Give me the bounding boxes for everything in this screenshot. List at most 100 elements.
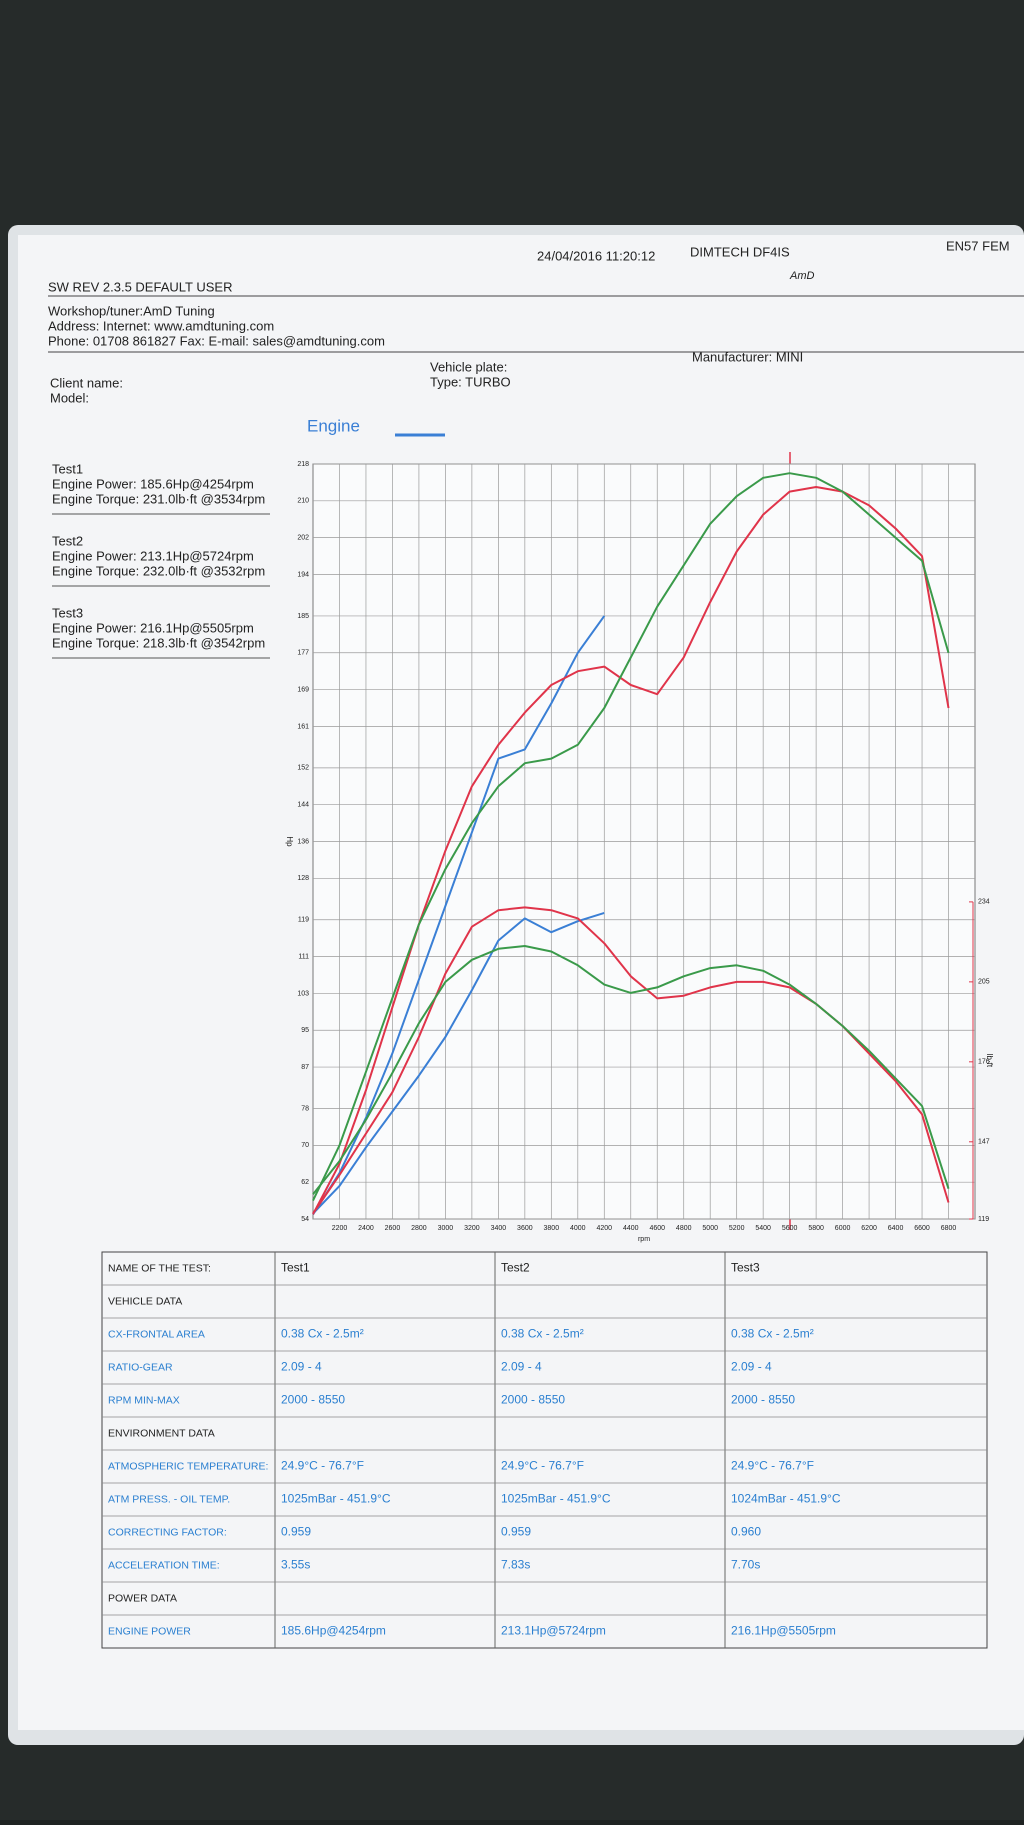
x-tick-label: 3400 xyxy=(491,1225,507,1232)
y-tick-label: 152 xyxy=(297,765,309,772)
table-label: ATMOSPHERIC TEMPERATURE: xyxy=(108,1460,268,1472)
phone: Phone: 01708 861827 Fax: E-mail: sales@a… xyxy=(48,333,385,348)
summary-name: Test2 xyxy=(52,533,83,548)
y-tick-label: 103 xyxy=(297,990,309,997)
tuner: Workshop/tuner:AmD Tuning xyxy=(48,303,215,318)
x-tick-label: 5600 xyxy=(782,1225,798,1232)
y-tick-label: 111 xyxy=(298,953,309,960)
table-cell: 1025mBar - 451.9°C xyxy=(281,1492,391,1506)
table-cell: Test3 xyxy=(731,1261,760,1275)
x-tick-label: 3600 xyxy=(517,1225,533,1232)
table-cell: 185.6Hp@4254rpm xyxy=(281,1624,386,1638)
x-tick-label: 4200 xyxy=(596,1225,612,1232)
y2-tick-label: 176 xyxy=(978,1059,990,1066)
table-cell: 0.959 xyxy=(501,1525,531,1539)
summary-torque: Engine Torque: 218.3lb·ft @3542rpm xyxy=(52,635,265,650)
y-tick-label: 218 xyxy=(297,461,309,468)
y-tick-label: 87 xyxy=(301,1064,309,1071)
summary-name: Test3 xyxy=(52,605,83,620)
summary-power: Engine Power: 213.1Hp@5724rpm xyxy=(52,548,254,563)
x-tick-label: 3000 xyxy=(438,1225,454,1232)
x-tick-label: 6800 xyxy=(941,1225,957,1232)
table-cell: 1025mBar - 451.9°C xyxy=(501,1492,611,1506)
device: DIMTECH DF4IS xyxy=(690,244,790,259)
y-tick-label: 185 xyxy=(297,613,309,620)
table-label: ENVIRONMENT DATA xyxy=(108,1427,215,1439)
y-tick-label: 95 xyxy=(301,1027,309,1034)
x-tick-label: 4000 xyxy=(570,1225,586,1232)
table-cell: 2.09 - 4 xyxy=(281,1360,322,1374)
manufacturer: Manufacturer: MINI xyxy=(692,349,803,364)
y-axis-label: Hp xyxy=(285,836,294,847)
table-label: CX-FRONTAL AREA xyxy=(108,1328,205,1340)
x-tick-label: 5000 xyxy=(702,1225,718,1232)
x-tick-label: 6200 xyxy=(861,1225,877,1232)
summary-power: Engine Power: 185.6Hp@4254rpm xyxy=(52,476,254,491)
chart-title: Engine xyxy=(307,416,360,435)
y-tick-label: 62 xyxy=(301,1179,309,1186)
x-tick-label: 2200 xyxy=(332,1225,348,1232)
table-cell: Test2 xyxy=(501,1261,530,1275)
table-cell: 213.1Hp@5724rpm xyxy=(501,1624,606,1638)
table-label: VEHICLE DATA xyxy=(108,1295,182,1307)
series-line xyxy=(312,472,950,1202)
x-tick-label: 5200 xyxy=(729,1225,745,1232)
table-cell: 3.55s xyxy=(281,1558,310,1572)
x-tick-label: 5400 xyxy=(755,1225,771,1232)
table-cell: 0.38 Cx - 2.5m² xyxy=(731,1327,814,1341)
table-cell: 0.959 xyxy=(281,1525,311,1539)
y-tick-label: 136 xyxy=(297,838,309,845)
summary-torque: Engine Torque: 231.0lb·ft @3534rpm xyxy=(52,491,265,506)
x-tick-label: 4600 xyxy=(649,1225,665,1232)
table-label: CORRECTING FACTOR: xyxy=(108,1526,227,1538)
y2-tick-label: 234 xyxy=(978,899,990,906)
table-cell: 2000 - 8550 xyxy=(731,1393,795,1407)
client: Client name: xyxy=(50,375,123,390)
type: Type: TURBO xyxy=(430,374,511,389)
x-tick-label: 2600 xyxy=(385,1225,401,1232)
x-tick-label: 6600 xyxy=(914,1225,930,1232)
table-cell: 0.960 xyxy=(731,1525,761,1539)
date: 24/04/2016 11:20:12 xyxy=(537,248,655,263)
table-cell: 2.09 - 4 xyxy=(731,1360,772,1374)
x-tick-label: 2800 xyxy=(411,1225,427,1232)
series-line xyxy=(312,945,950,1195)
software: SW REV 2.3.5 DEFAULT USER xyxy=(48,279,232,294)
table-cell: 216.1Hp@5505rpm xyxy=(731,1624,836,1638)
y-tick-label: 119 xyxy=(298,917,309,924)
y-tick-label: 202 xyxy=(297,535,309,542)
y-tick-label: 144 xyxy=(297,802,309,809)
table-label: RPM MIN-MAX xyxy=(108,1394,180,1406)
model: Model: xyxy=(50,390,89,405)
table-cell: 1024mBar - 451.9°C xyxy=(731,1492,841,1506)
table-label: ENGINE POWER xyxy=(108,1625,191,1637)
y-tick-label: 177 xyxy=(297,650,309,657)
x-tick-label: 3200 xyxy=(464,1225,480,1232)
chart: 54 62 70 78 87 95 103 111 119 128 136 144 152 161 169 1… xyxy=(285,461,994,1243)
y-tick-label: 128 xyxy=(297,875,309,882)
table-label: ACCELERATION TIME: xyxy=(108,1559,220,1571)
x-tick-label: 3800 xyxy=(544,1225,560,1232)
table-cell: 24.9°C - 76.7°F xyxy=(281,1459,364,1473)
table-cell: 2000 - 8550 xyxy=(501,1393,565,1407)
y-tick-label: 210 xyxy=(297,498,309,505)
x-tick-label: 6400 xyxy=(888,1225,904,1232)
y2-axis-label: lb·ft xyxy=(985,1054,994,1068)
table-label: RATIO-GEAR xyxy=(108,1361,173,1373)
table-label: NAME OF THE TEST: xyxy=(108,1262,211,1274)
table-cell: 7.70s xyxy=(731,1558,760,1572)
plate: Vehicle plate: xyxy=(430,359,507,374)
table-cell: Test1 xyxy=(281,1261,310,1275)
summary-power: Engine Power: 216.1Hp@5505rpm xyxy=(52,620,254,635)
table-cell: 2000 - 8550 xyxy=(281,1393,345,1407)
code: EN57 FEM xyxy=(946,238,1010,253)
y2-tick-label: 119 xyxy=(978,1216,989,1223)
table-cell: 24.9°C - 76.7°F xyxy=(731,1459,814,1473)
table-cell: 0.38 Cx - 2.5m² xyxy=(501,1327,584,1341)
y2-tick-label: 205 xyxy=(978,979,990,986)
y2-tick-label: 147 xyxy=(978,1139,990,1146)
summary-name: Test1 xyxy=(52,461,83,476)
table-cell: 7.83s xyxy=(501,1558,530,1572)
